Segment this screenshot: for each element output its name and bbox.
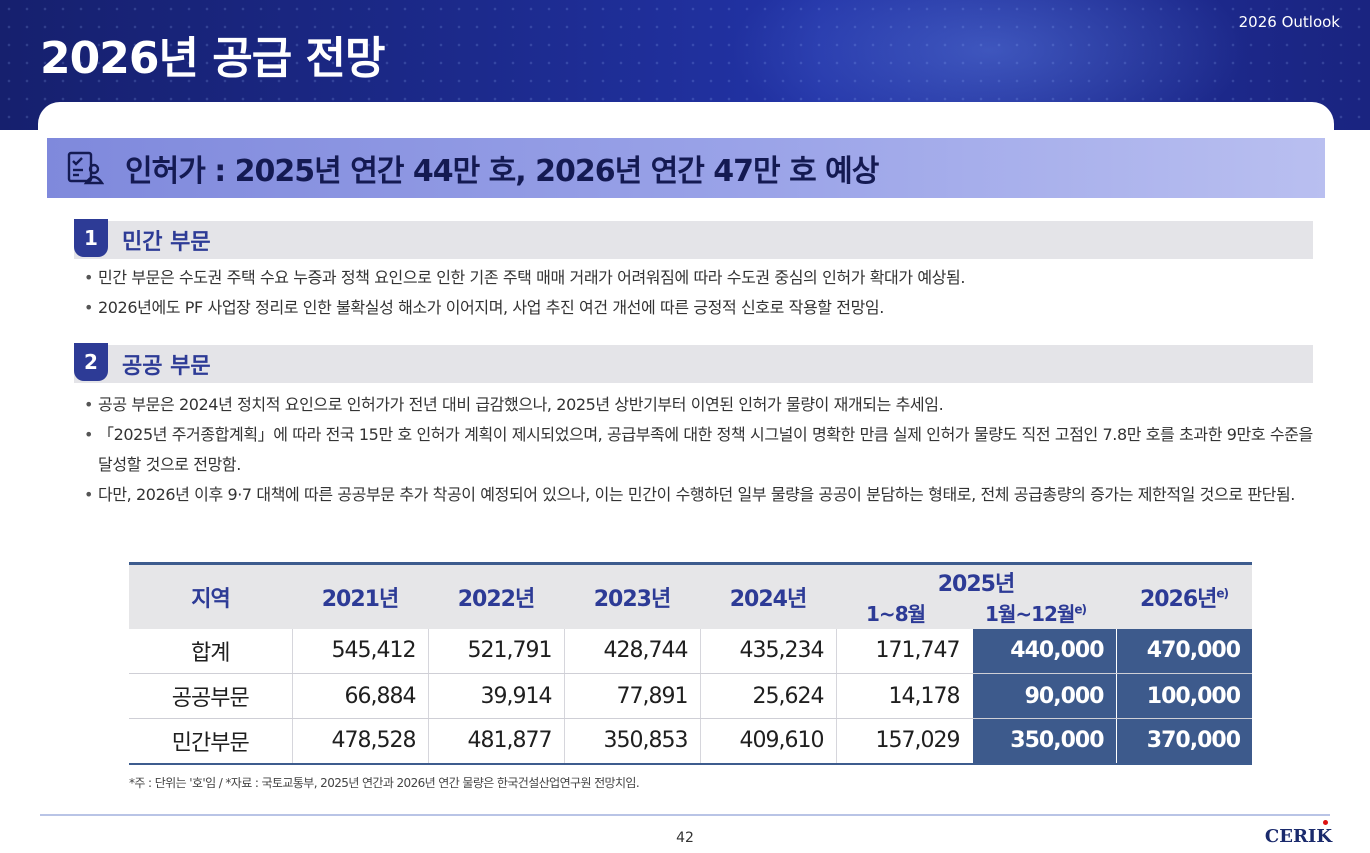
cell-region: 민간부문 (129, 718, 292, 764)
cell-region: 합계 (129, 628, 292, 674)
header-2022: 2022년 (428, 563, 564, 629)
supply-table: 지역 2021년 2022년 2023년 2024년 2025년 1~8월 1월… (129, 562, 1252, 765)
bullet-item: 민간 부문은 수도권 주택 수요 누증과 정책 요인으로 인한 기존 주택 매매… (84, 263, 1314, 293)
headline-text: 인허가 : 2025년 연간 44만 호, 2026년 연간 47만 호 예상 (125, 154, 879, 189)
cell-2024: 25,624 (699, 673, 836, 719)
section-header-private: 1 민간 부문 (74, 219, 1313, 259)
bullet-item: 다만, 2026년 이후 9·7 대책에 따른 공공부문 추가 착공이 예정되어… (84, 480, 1314, 510)
page-number: 42 (676, 830, 694, 846)
cell-2022: 521,791 (427, 628, 564, 674)
cell-2025-jan-aug: 171,747 (835, 628, 972, 674)
cell-region: 공공부문 (129, 673, 292, 719)
table-row: 합계 545,412 521,791 428,744 435,234 171,7… (129, 628, 1252, 674)
header-2025-year: 2025년 (937, 572, 1015, 598)
cell-2025-jan-aug: 157,029 (835, 718, 972, 764)
cell-2025-jan-aug: 14,178 (835, 673, 972, 719)
table-header-row: 지역 2021년 2022년 2023년 2024년 2025년 1~8월 1월… (129, 563, 1252, 629)
headline-banner: 인허가 : 2025년 연간 44만 호, 2026년 연간 47만 호 예상 (47, 138, 1325, 198)
bullet-item: 「2025년 주거종합계획」에 따라 전국 15만 호 인허가 계획이 제시되었… (84, 420, 1314, 480)
header-2021: 2021년 (292, 563, 428, 629)
table-row: 공공부문 66,884 39,914 77,891 25,624 14,178 … (129, 673, 1252, 719)
header-2026: 2026년e) (1116, 563, 1252, 629)
cell-2022: 481,877 (427, 718, 564, 764)
header-2025-full: 1월~12월e) (985, 602, 1087, 627)
cell-2025-full: 90,000 (971, 673, 1116, 719)
header-2023: 2023년 (564, 563, 700, 629)
cell-2025-full: 350,000 (971, 718, 1116, 764)
cell-2021: 66,884 (291, 673, 428, 719)
section-header-public: 2 공공 부문 (74, 343, 1313, 383)
section-number: 2 (74, 343, 108, 381)
section-title: 공공 부문 (122, 354, 211, 379)
bullet-item: 2026년에도 PF 사업장 정리로 인한 불확실성 해소가 이어지며, 사업 … (84, 293, 1314, 323)
header-2025: 2025년 1~8월 1월~12월e) (836, 563, 1116, 629)
cell-2023: 350,853 (563, 718, 700, 764)
cell-2026: 470,000 (1115, 628, 1252, 674)
cell-2022: 39,914 (427, 673, 564, 719)
bullet-item: 공공 부문은 2024년 정치적 요인으로 인허가가 전년 대비 급감했으나, … (84, 390, 1314, 420)
cell-2024: 409,610 (699, 718, 836, 764)
cell-2021: 545,412 (291, 628, 428, 674)
page-title: 2026년 공급 전망 (40, 33, 385, 84)
cell-2026: 100,000 (1115, 673, 1252, 719)
outlook-badge: 2026 Outlook (1238, 13, 1340, 31)
table-row: 민간부문 478,528 481,877 350,853 409,610 157… (129, 718, 1252, 764)
header-2024: 2024년 (700, 563, 836, 629)
cell-2024: 435,234 (699, 628, 836, 674)
cell-2025-full: 440,000 (971, 628, 1116, 674)
cell-2026: 370,000 (1115, 718, 1252, 764)
section-title: 민간 부문 (122, 230, 211, 255)
checklist-person-icon (65, 148, 105, 188)
public-bullets: 공공 부문은 2024년 정치적 요인으로 인허가가 전년 대비 급감했으나, … (84, 390, 1314, 510)
cell-2023: 428,744 (563, 628, 700, 674)
cell-2021: 478,528 (291, 718, 428, 764)
footnote: *주 : 단위는 '호'임 / *자료 : 국토교통부, 2025년 연간과 2… (129, 776, 640, 790)
header-2025-jan-aug: 1~8월 (866, 602, 926, 627)
section-number: 1 (74, 219, 108, 257)
footer-divider (40, 814, 1330, 816)
private-bullets: 민간 부문은 수도권 주택 수요 누증과 정책 요인으로 인한 기존 주택 매매… (84, 263, 1314, 323)
header-region: 지역 (129, 563, 292, 629)
cerik-logo: CERIK (1265, 820, 1332, 847)
cell-2023: 77,891 (563, 673, 700, 719)
